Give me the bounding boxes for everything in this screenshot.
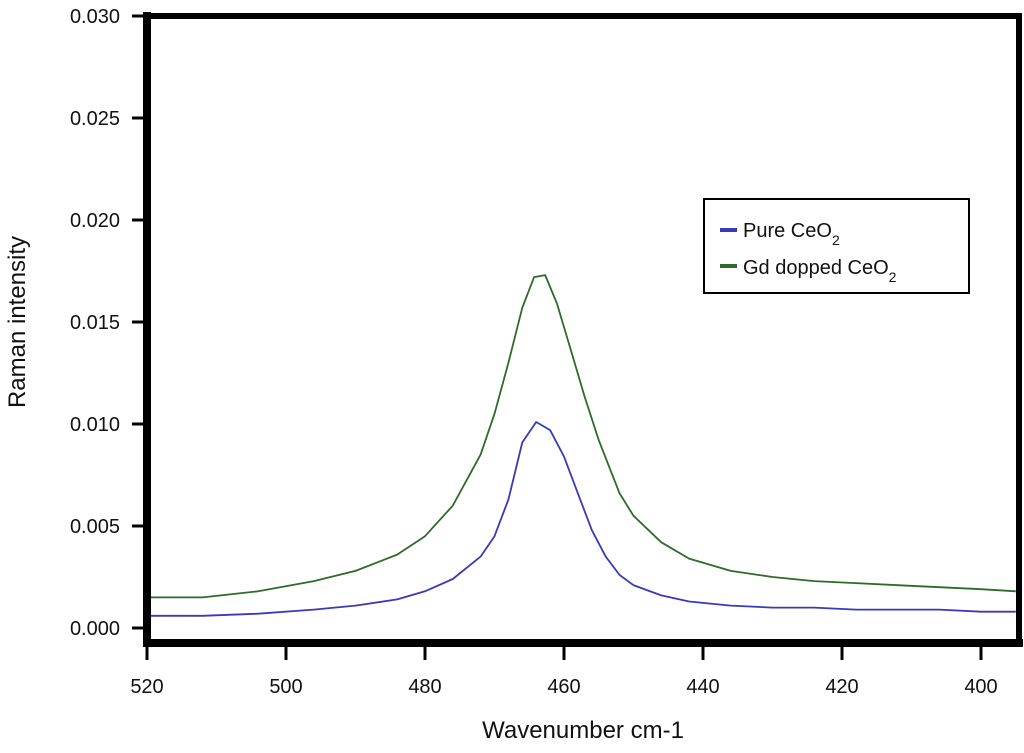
x-axis-title: Wavenumber cm-1 bbox=[482, 717, 684, 744]
y-tick-label: 0.025 bbox=[70, 108, 120, 130]
plot-area bbox=[147, 274, 1016, 617]
x-tick-label: 520 bbox=[130, 676, 163, 698]
y-axis-title: Raman intensity bbox=[4, 236, 31, 408]
x-tick-label: 440 bbox=[686, 676, 719, 698]
y-tick-label: 0.030 bbox=[70, 6, 120, 28]
x-tick-label: 480 bbox=[408, 676, 441, 698]
x-tick-label: 420 bbox=[825, 676, 858, 698]
axes bbox=[143, 12, 1023, 647]
y-tick-label: 0.015 bbox=[70, 312, 120, 334]
series-line-gd-doped-ceo2 bbox=[147, 274, 1016, 599]
x-tick-label: 500 bbox=[269, 676, 302, 698]
y-tick-label: 0.005 bbox=[70, 516, 120, 538]
y-ticks: 0.000 0.005 0.010 0.015 0.020 0.025 0.030 bbox=[70, 6, 144, 640]
x-tick-label: 400 bbox=[964, 676, 997, 698]
legend-label-pure: Pure CeO2 bbox=[743, 220, 840, 248]
x-ticks: 520 500 480 460 440 420 400 bbox=[130, 646, 998, 698]
legend: Pure CeO2 Gd dopped CeO2 bbox=[703, 198, 970, 294]
legend-label-gd: Gd dopped CeO2 bbox=[743, 257, 897, 285]
x-tick-label: 460 bbox=[547, 676, 580, 698]
legend-box bbox=[703, 198, 970, 294]
y-tick-label: 0.000 bbox=[70, 618, 120, 640]
series-line-pure-ceo2 bbox=[147, 421, 1016, 617]
y-tick-label: 0.020 bbox=[70, 210, 120, 232]
y-tick-label: 0.010 bbox=[70, 414, 120, 436]
